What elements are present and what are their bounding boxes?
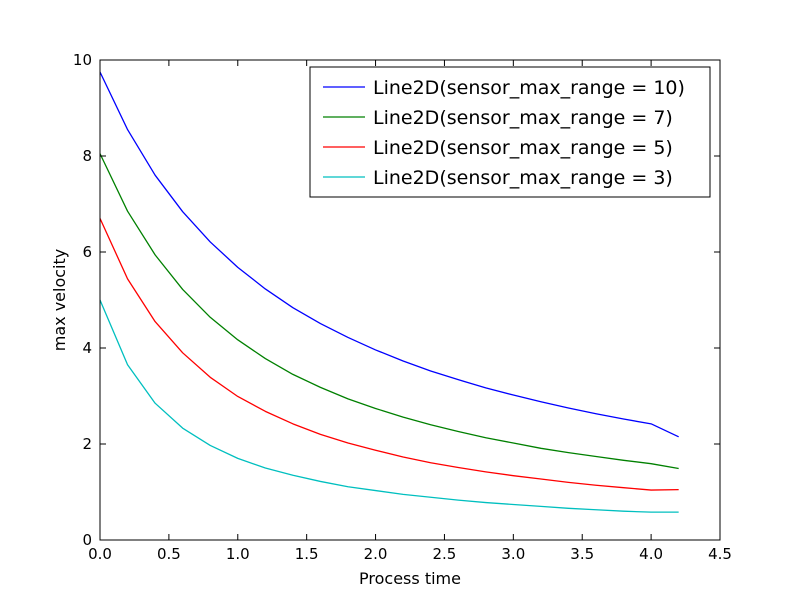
x-tick-label: 3.0 — [501, 545, 525, 563]
x-tick-label: 0.0 — [88, 545, 112, 563]
x-tick-label: 1.0 — [226, 545, 250, 563]
legend: Line2D(sensor_max_range = 10) Line2D(sens… — [309, 66, 711, 198]
series-line-1 — [99, 71, 679, 438]
y-tick-label: 10 — [73, 51, 92, 69]
x-tick-label: 4.0 — [639, 545, 663, 563]
x-axis-label: Process time — [359, 569, 461, 588]
series-line-2 — [99, 153, 679, 470]
legend-label-2: Line2D(sensor_max_range = 7) — [373, 107, 673, 129]
y-tick-label: 8 — [82, 147, 92, 165]
legend-label-4: Line2D(sensor_max_range = 3) — [373, 167, 673, 189]
series-line-4 — [99, 299, 679, 513]
x-tick-label: 0.5 — [157, 545, 181, 563]
x-tick-label: 3.5 — [570, 545, 594, 563]
x-tick-label: 2.5 — [433, 545, 457, 563]
axes-frame — [99, 59, 721, 541]
y-tick-label: 2 — [82, 435, 92, 453]
x-tick-label: 1.5 — [295, 545, 319, 563]
legend-box — [309, 66, 711, 198]
x-tick-label: 4.5 — [708, 545, 732, 563]
axes: 0.0 0.5 1.0 1.5 2.0 2.5 3.0 3.5 4.0 4.5 0 2 4 6 8 10 — [73, 51, 732, 563]
legend-label-3: Line2D(sensor_max_range = 5) — [373, 137, 673, 159]
x-tick-label: 2.0 — [364, 545, 388, 563]
legend-label-1: Line2D(sensor_max_range = 10) — [373, 77, 685, 99]
series-line-3 — [99, 218, 679, 491]
y-tick-label: 0 — [82, 531, 92, 549]
plot-area — [99, 71, 679, 513]
y-tick-label: 6 — [82, 243, 92, 261]
y-tick-label: 4 — [82, 339, 92, 357]
y-axis-label: max velocity — [50, 249, 69, 351]
